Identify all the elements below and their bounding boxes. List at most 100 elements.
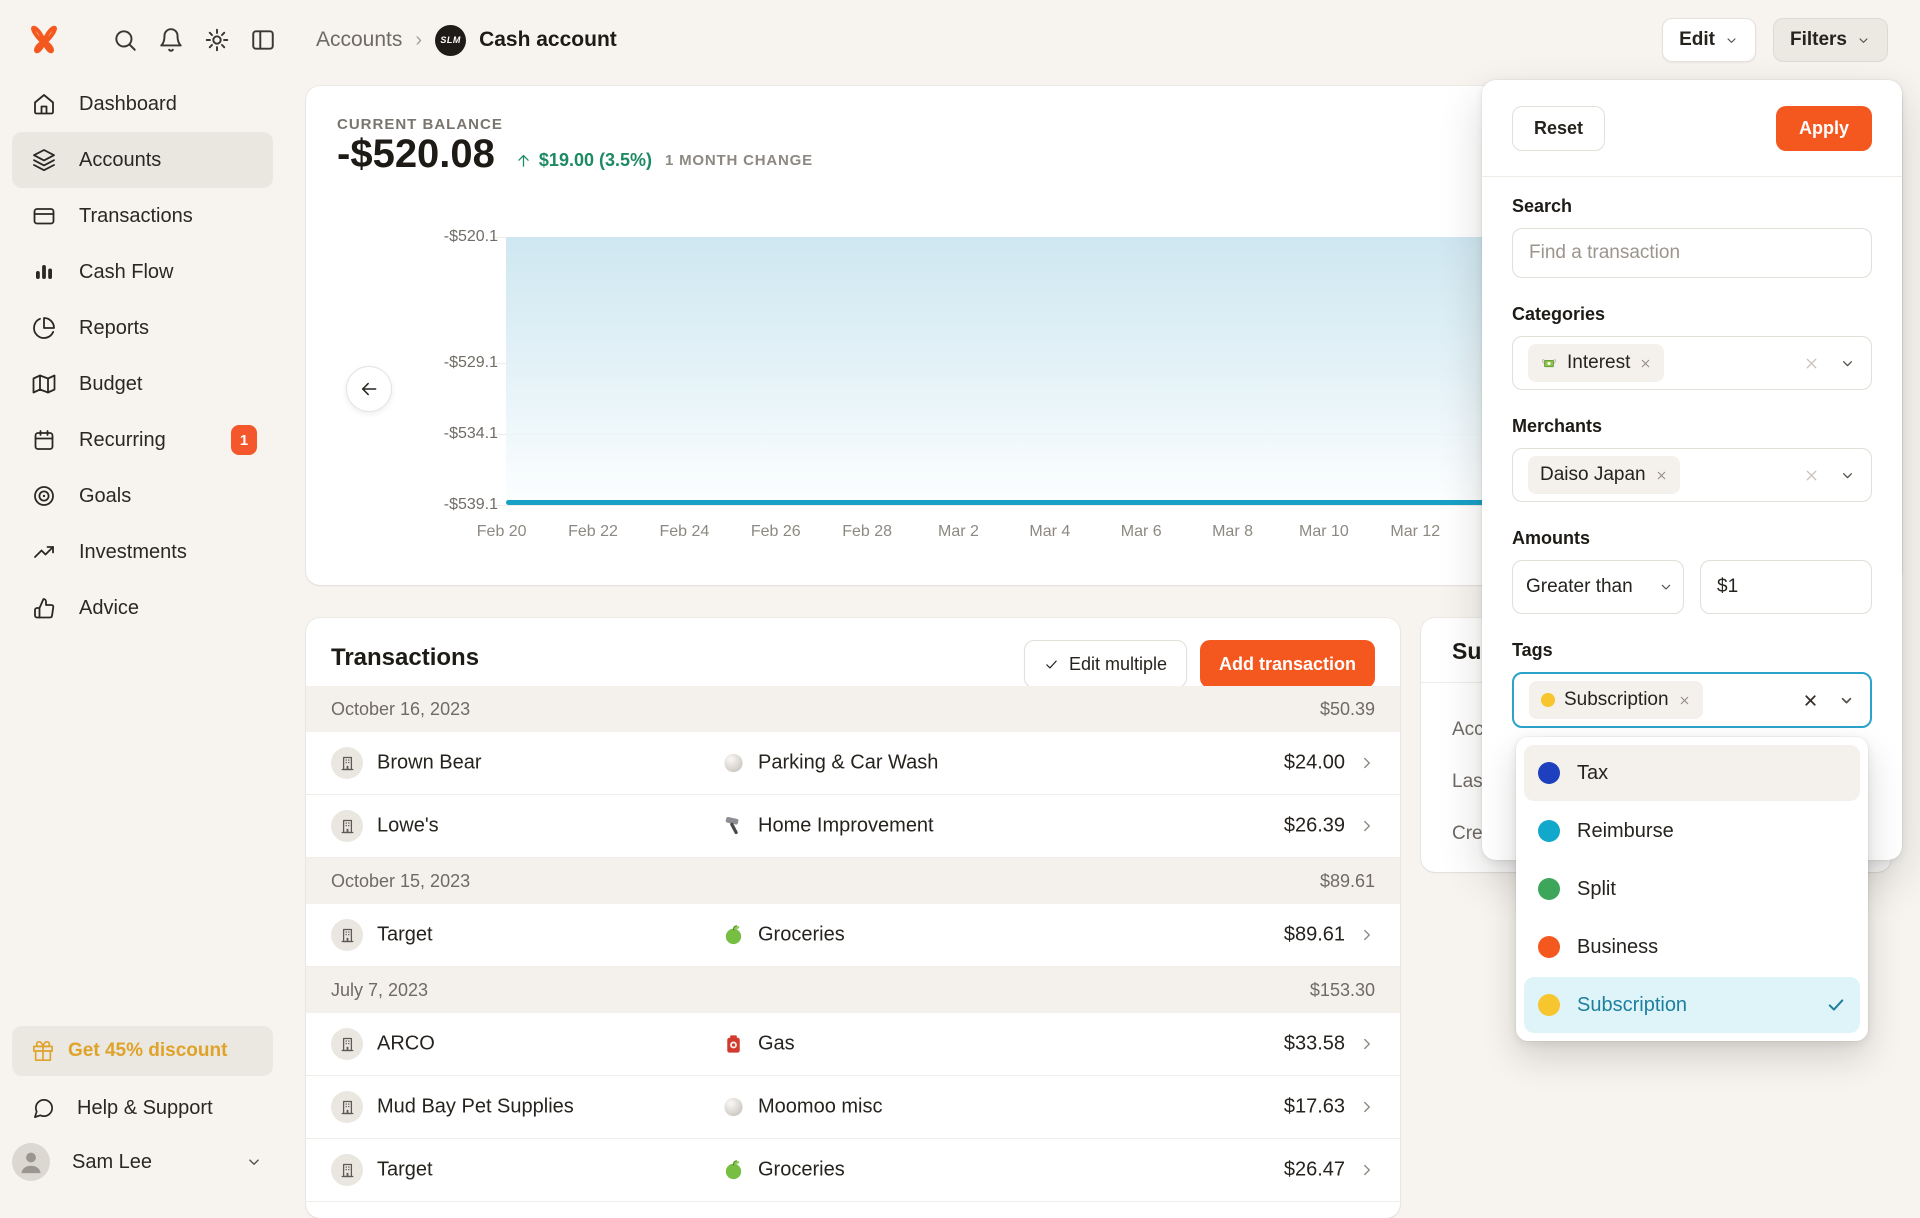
tags-label: Tags (1512, 640, 1553, 660)
check-icon (1826, 995, 1846, 1015)
balance-change: $19.00 (3.5%) 1 MONTH CHANGE (515, 150, 813, 171)
chevron-down-icon[interactable] (1839, 467, 1856, 484)
chevron-right-icon[interactable] (1358, 817, 1376, 835)
merchants-label: Merchants (1512, 416, 1603, 436)
summary-row-label: Acc (1452, 719, 1484, 740)
category-name: Gas (758, 1032, 795, 1055)
tag-option[interactable]: Tax (1524, 745, 1860, 801)
sidebar-item[interactable]: Accounts (12, 132, 273, 188)
amount-value-input[interactable]: $1 (1700, 560, 1872, 614)
sidebar-item-icon (32, 316, 56, 340)
clear-field-icon[interactable] (1803, 467, 1820, 484)
amounts-label: Amounts (1512, 528, 1590, 548)
transaction-row[interactable]: Lowe's Home Improvement $26.39 (306, 795, 1400, 858)
tag-option-label: Subscription (1577, 993, 1688, 1016)
tag-color-dot (1538, 878, 1560, 900)
x-axis-tick: Mar 4 (1029, 523, 1071, 540)
account-avatar: SLM (435, 24, 467, 56)
search-input[interactable]: Find a transaction (1512, 228, 1872, 278)
group-date: July 7, 2023 (331, 979, 429, 1000)
remove-chip-icon[interactable] (1639, 357, 1652, 370)
sidebar-item[interactable]: Advice (12, 580, 273, 636)
bell-icon[interactable] (158, 27, 184, 53)
sidebar-item[interactable]: Investments (12, 524, 273, 580)
chevron-down-icon (1724, 33, 1739, 48)
apply-button[interactable]: Apply (1775, 106, 1872, 151)
transaction-row[interactable]: Brown Bear Parking & Car Wash $24.00 (306, 732, 1400, 795)
tag-color-dot (1538, 936, 1560, 958)
x-axis-tick: Feb 28 (842, 523, 893, 540)
sidebar-item-label: Accounts (79, 148, 162, 171)
sidebar-item[interactable]: Budget (12, 356, 273, 412)
gear-icon[interactable] (204, 27, 230, 53)
user-menu[interactable]: Sam Lee (12, 1138, 273, 1186)
sidebar-item-label: Recurring (79, 428, 166, 451)
panel-toggle-icon[interactable] (250, 27, 276, 53)
sidebar-item-icon (32, 204, 56, 228)
reset-button[interactable]: Reset (1512, 106, 1606, 151)
amount-operator-select[interactable]: Greater than (1512, 560, 1684, 614)
filter-chip: Subscription (1529, 681, 1703, 719)
breadcrumb-section[interactable]: Accounts (316, 28, 403, 51)
sidebar-item-icon (32, 148, 56, 172)
sidebar-item[interactable]: Recurring 1 (12, 412, 273, 468)
sidebar-item-icon (32, 596, 56, 620)
chevron-right-icon[interactable] (1358, 754, 1376, 772)
filters-button[interactable]: Filters (1772, 18, 1888, 62)
sidebar-item[interactable]: Dashboard (12, 76, 273, 132)
tag-option[interactable]: Reimburse (1524, 803, 1860, 859)
edit-multiple-button[interactable]: Edit multiple (1023, 640, 1187, 688)
transaction-amount: $89.61 (1283, 923, 1345, 946)
x-axis-tick: Feb 20 (476, 523, 527, 540)
chevron-right-icon[interactable] (1358, 1035, 1376, 1053)
y-axis-tick: -$520.1 (443, 228, 498, 245)
tag-color-dot (1538, 820, 1560, 842)
tag-option[interactable]: Subscription (1524, 977, 1860, 1033)
sidebar-item[interactable]: Reports (12, 300, 273, 356)
x-axis-tick: Mar 2 (938, 523, 979, 540)
category-icon (722, 1033, 745, 1056)
transaction-row[interactable]: ARCO Gas $33.58 (306, 1013, 1400, 1076)
merchants-multiselect[interactable]: Daiso Japan (1512, 448, 1872, 502)
remove-chip-icon[interactable] (1655, 469, 1668, 482)
merchant-name: Target (377, 1158, 433, 1181)
tag-color-dot (1538, 994, 1560, 1016)
edit-button[interactable]: Edit (1662, 18, 1756, 62)
transaction-row[interactable]: Mud Bay Pet Supplies Moomoo misc $17.63 (306, 1076, 1400, 1139)
monarch-butterfly-logo[interactable] (22, 14, 66, 58)
chip-icon (1540, 354, 1558, 372)
chevron-right-icon[interactable] (1358, 1098, 1376, 1116)
chevron-down-icon[interactable] (1839, 355, 1856, 372)
add-transaction-button[interactable]: Add transaction (1199, 640, 1375, 688)
categories-multiselect[interactable]: Interest (1512, 336, 1872, 390)
remove-chip-icon[interactable] (1678, 694, 1691, 707)
transaction-amount: $17.63 (1283, 1095, 1345, 1118)
breadcrumb-separator: › (415, 28, 423, 51)
current-balance-value: -$520.08 (337, 132, 495, 176)
help-support-button[interactable]: Help & Support (12, 1086, 273, 1130)
merchant-name: ARCO (377, 1032, 435, 1055)
transaction-row[interactable]: Target Groceries $26.47 (306, 1139, 1400, 1202)
sidebar-item[interactable]: Cash Flow (12, 244, 273, 300)
chip-label: Subscription (1564, 689, 1669, 710)
search-icon[interactable] (112, 27, 138, 53)
building-icon (339, 927, 356, 944)
chevron-right-icon[interactable] (1358, 1161, 1376, 1179)
clear-field-icon[interactable] (1802, 692, 1819, 709)
tag-option[interactable]: Split (1524, 861, 1860, 917)
merchant-icon (331, 747, 363, 779)
tags-multiselect[interactable]: Subscription (1512, 672, 1872, 728)
sidebar-item[interactable]: Transactions (12, 188, 273, 244)
sidebar-item[interactable]: Goals (12, 468, 273, 524)
merchant-icon (331, 1154, 363, 1186)
clear-field-icon[interactable] (1803, 355, 1820, 372)
transaction-row[interactable]: Target Groceries $89.61 (306, 904, 1400, 967)
merchant-name: Target (377, 923, 433, 946)
discount-promo-button[interactable]: Get 45% discount (12, 1026, 273, 1076)
chevron-down-icon[interactable] (1838, 692, 1855, 709)
chevron-right-icon[interactable] (1358, 926, 1376, 944)
chart-back-button[interactable] (346, 366, 392, 412)
transaction-amount: $33.58 (1283, 1032, 1345, 1055)
user-avatar (12, 1143, 50, 1181)
tag-option[interactable]: Business (1524, 919, 1860, 975)
